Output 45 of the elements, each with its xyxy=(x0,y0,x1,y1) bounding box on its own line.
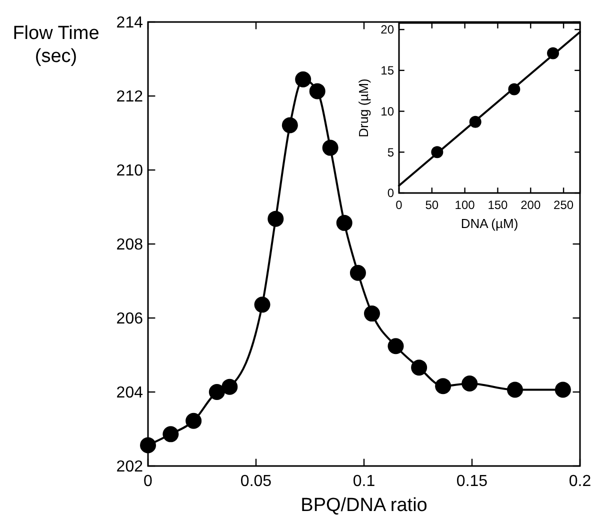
x-tick-label: 0.05 xyxy=(240,473,272,490)
point xyxy=(411,360,428,376)
point xyxy=(336,214,352,231)
y-tick-label: 208 xyxy=(116,236,144,254)
y-tick-label: 15 xyxy=(380,64,394,78)
y-tick-label: 5 xyxy=(387,145,394,160)
point xyxy=(462,375,478,392)
point xyxy=(309,83,326,100)
point xyxy=(554,382,571,398)
y-axis-title: Drug (µM) xyxy=(356,78,372,138)
y-axis-title: Flow Time (sec) xyxy=(12,23,100,67)
point xyxy=(254,296,270,313)
y-tick-label: 212 xyxy=(116,88,144,106)
x-tick-label: 50 xyxy=(425,198,439,212)
y-tick-label: 206 xyxy=(116,310,144,328)
point xyxy=(268,210,284,227)
x-tick-label: 250 xyxy=(554,198,574,212)
point xyxy=(295,71,312,88)
point xyxy=(322,140,338,156)
point xyxy=(222,378,238,395)
y-tick-label: 20 xyxy=(380,22,394,37)
y-tick-label: 214 xyxy=(116,14,144,32)
x-tick-label: 0 xyxy=(396,198,403,212)
x-tick-label: 100 xyxy=(454,198,476,212)
point xyxy=(364,306,380,322)
y-tick-label: 10 xyxy=(380,104,394,118)
x-tick-label: 0.1 xyxy=(352,473,376,490)
y-tick-label: 202 xyxy=(116,458,144,476)
point xyxy=(186,412,202,429)
point xyxy=(350,264,366,281)
y-tick-label: 0 xyxy=(387,186,394,200)
point xyxy=(282,117,298,134)
x-axis-title: BPQ/DNA ratio xyxy=(300,495,428,516)
x-tick-label: 150 xyxy=(488,198,508,212)
point xyxy=(208,384,225,400)
x-tick-label: 0.2 xyxy=(568,473,592,490)
point xyxy=(388,338,404,354)
point xyxy=(435,378,452,394)
y-tick-label: 210 xyxy=(116,162,144,180)
x-tick-label: 0.15 xyxy=(456,473,488,490)
point xyxy=(506,382,523,398)
x-axis-title: DNA (µM) xyxy=(460,216,518,231)
y-tick-label: 204 xyxy=(116,384,144,402)
point xyxy=(162,426,179,442)
x-tick-label: 200 xyxy=(520,198,541,212)
